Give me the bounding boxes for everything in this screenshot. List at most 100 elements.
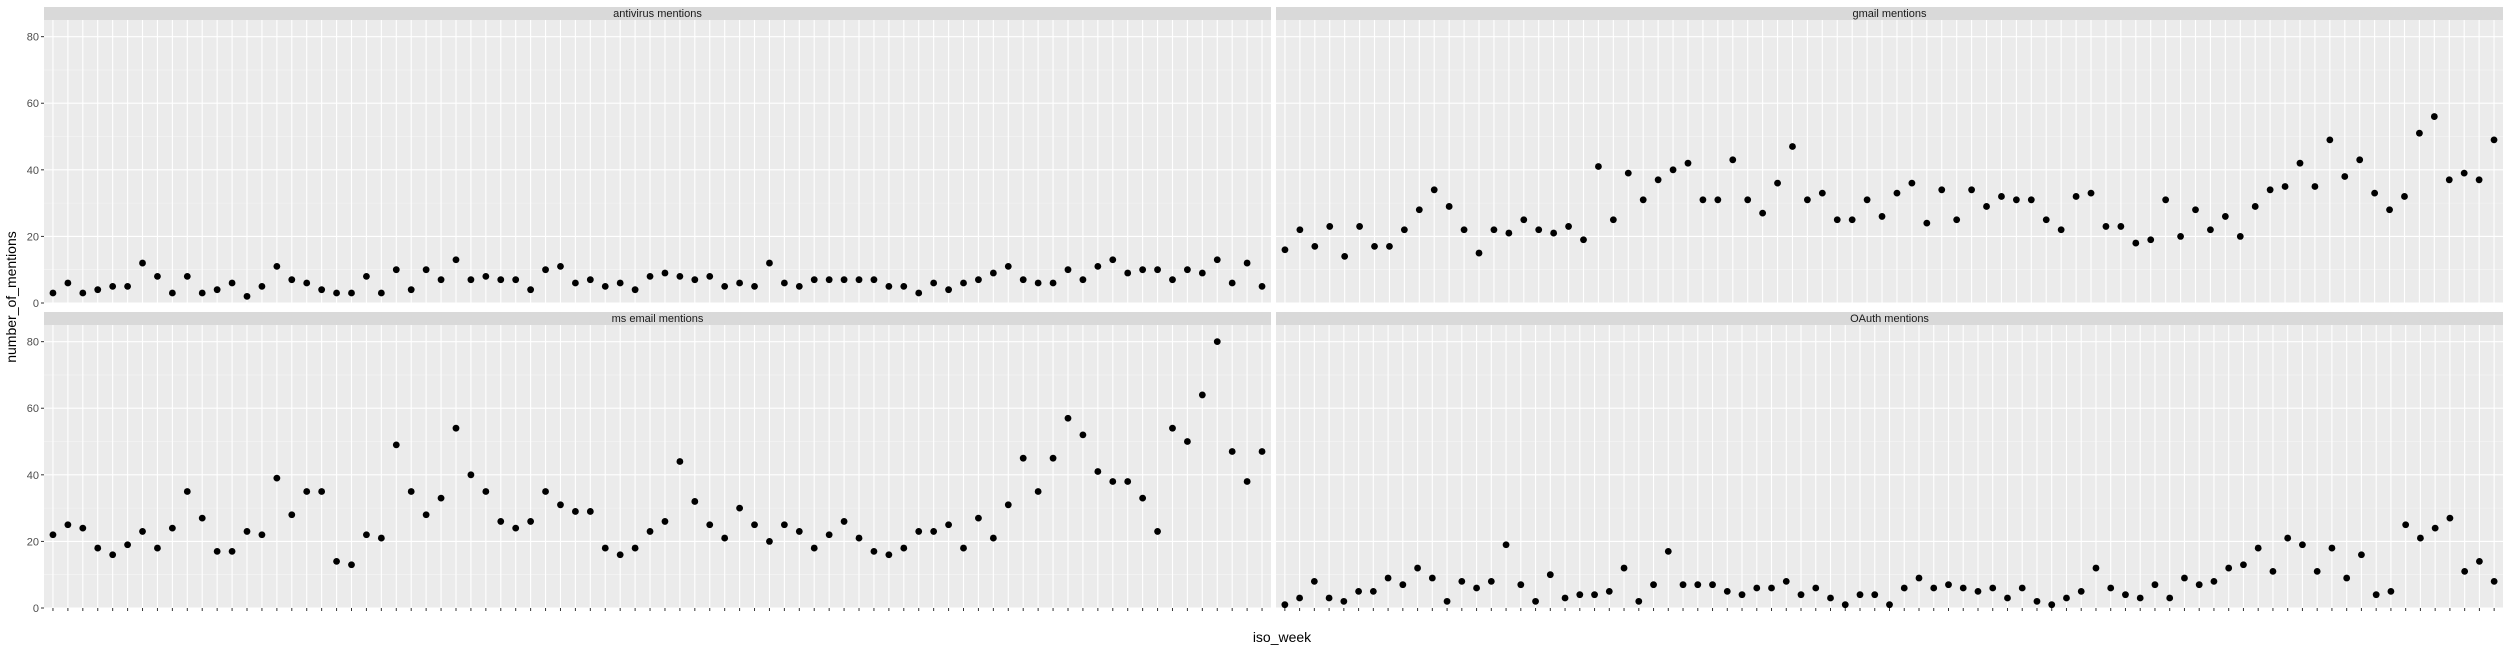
data-point xyxy=(124,282,131,290)
data-point xyxy=(154,272,161,280)
data-point xyxy=(2281,183,2289,190)
data-point xyxy=(1228,279,1236,287)
data-point xyxy=(1591,591,1598,599)
data-point xyxy=(960,279,967,287)
data-point xyxy=(2236,233,2244,240)
data-point xyxy=(1654,176,1662,184)
data-point xyxy=(870,276,878,284)
data-point xyxy=(2387,587,2395,595)
data-point xyxy=(1198,269,1206,277)
data-point xyxy=(1386,243,1393,250)
data-point xyxy=(2107,584,2115,592)
data-point xyxy=(1923,219,1931,227)
data-point xyxy=(2490,136,2498,144)
data-point xyxy=(243,292,251,300)
y-tick-label: 20 xyxy=(27,536,39,548)
data-point xyxy=(1669,166,1677,174)
facet-strip xyxy=(1276,312,2503,325)
data-point xyxy=(422,511,430,519)
data-point xyxy=(1169,276,1176,284)
data-point xyxy=(318,286,326,294)
data-point xyxy=(1729,156,1737,164)
data-point xyxy=(109,282,117,290)
data-point xyxy=(243,528,251,535)
data-point xyxy=(1505,229,1513,237)
data-point xyxy=(661,518,669,525)
data-point xyxy=(1311,243,1319,250)
data-point xyxy=(2417,534,2424,542)
data-point xyxy=(2313,567,2321,575)
data-point xyxy=(512,524,520,532)
data-point xyxy=(1369,587,1377,595)
y-tick-label: 20 xyxy=(27,231,39,243)
data-point xyxy=(2004,594,2011,602)
data-point xyxy=(1863,196,1871,204)
data-point xyxy=(915,289,923,297)
data-point xyxy=(2192,206,2199,214)
data-point xyxy=(1326,223,1334,230)
data-point xyxy=(2372,591,2380,599)
data-point xyxy=(1064,414,1072,422)
data-point xyxy=(273,262,281,270)
data-point xyxy=(467,276,475,284)
data-point xyxy=(348,289,355,297)
data-point xyxy=(960,544,967,552)
data-point xyxy=(2210,577,2218,585)
data-point xyxy=(1753,584,1761,592)
data-point xyxy=(1460,226,1468,234)
data-point xyxy=(736,279,743,287)
data-point xyxy=(2386,206,2393,214)
data-point xyxy=(1400,226,1408,234)
data-point xyxy=(2207,226,2214,234)
data-point xyxy=(2401,193,2408,200)
data-point xyxy=(288,511,296,519)
data-point xyxy=(2431,524,2439,532)
data-point xyxy=(94,544,102,552)
data-point xyxy=(392,441,400,449)
data-point xyxy=(407,488,415,495)
data-point xyxy=(1154,266,1161,274)
data-point xyxy=(422,266,430,274)
data-point xyxy=(527,286,535,294)
data-point xyxy=(2042,216,2050,224)
data-point xyxy=(2063,594,2070,602)
data-point xyxy=(1520,216,1528,224)
data-point xyxy=(198,289,206,297)
data-point xyxy=(1184,266,1191,274)
data-point xyxy=(825,531,833,539)
data-point xyxy=(930,528,938,535)
data-point xyxy=(900,544,908,552)
data-point xyxy=(706,521,714,529)
data-point xyxy=(2284,534,2292,542)
data-point xyxy=(855,276,863,284)
panel-background xyxy=(44,20,1271,303)
data-point xyxy=(945,521,952,529)
y-tick-label: 60 xyxy=(27,98,39,110)
facet-strip xyxy=(1276,7,2503,20)
data-point xyxy=(1959,584,1967,592)
data-point xyxy=(542,266,549,274)
data-point xyxy=(1428,574,1436,582)
data-point xyxy=(1650,581,1657,589)
data-point xyxy=(1213,256,1221,264)
facet-strip xyxy=(44,7,1271,20)
data-point xyxy=(1109,256,1117,264)
data-point xyxy=(1049,279,1057,287)
data-point xyxy=(1945,581,1952,589)
data-point xyxy=(1325,594,1333,602)
data-point xyxy=(363,531,370,539)
facet-strip-label: OAuth mentions xyxy=(1850,313,1929,325)
data-point xyxy=(1124,478,1132,485)
data-point xyxy=(989,269,997,277)
data-point xyxy=(2358,551,2365,559)
data-point xyxy=(795,282,803,290)
data-point xyxy=(1458,577,1466,585)
data-point xyxy=(1341,252,1349,260)
data-point xyxy=(288,276,296,284)
data-point xyxy=(1848,216,1856,224)
data-point xyxy=(2072,193,2080,200)
data-point xyxy=(1184,438,1191,445)
data-point xyxy=(1517,581,1525,589)
data-point xyxy=(1296,594,1303,602)
data-point xyxy=(1355,587,1362,595)
